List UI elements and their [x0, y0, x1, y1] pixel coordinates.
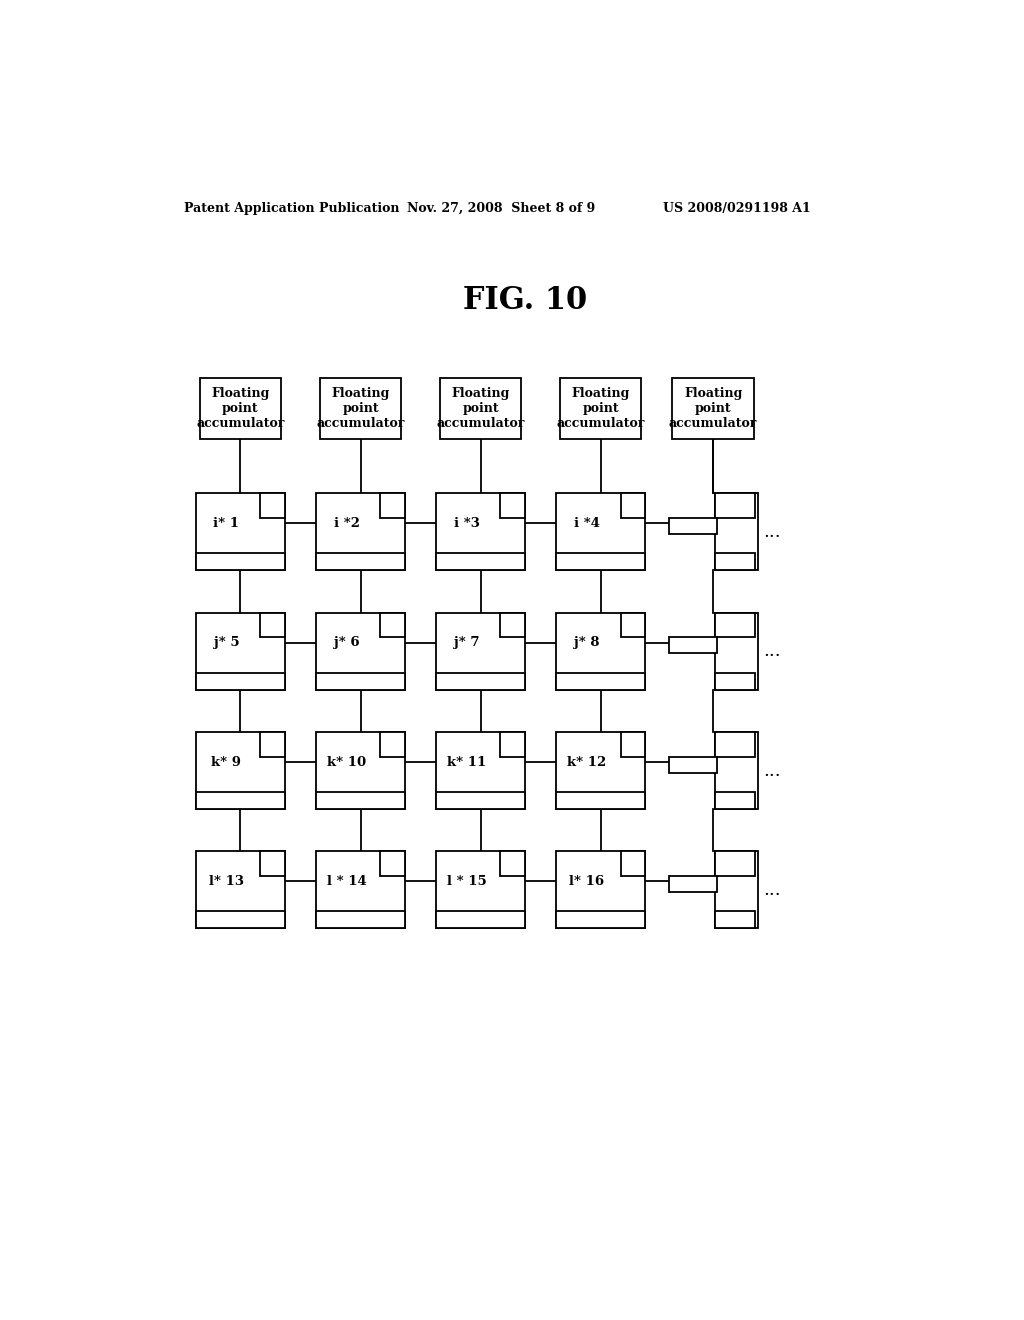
Text: l* 16: l* 16 [569, 875, 604, 888]
Bar [715, 612, 758, 689]
Bar [715, 733, 755, 756]
Bar [196, 911, 285, 928]
Bar [436, 911, 525, 928]
Bar [501, 612, 525, 638]
Text: j* 5: j* 5 [214, 636, 240, 649]
Text: Floating
point
accumulator: Floating point accumulator [669, 387, 758, 430]
Text: Patent Application Publication: Patent Application Publication [183, 202, 399, 215]
Bar [436, 792, 525, 809]
Text: US 2008/0291198 A1: US 2008/0291198 A1 [663, 202, 811, 215]
Text: Floating
point
accumulator: Floating point accumulator [197, 387, 285, 430]
Bar [715, 733, 758, 809]
Bar [715, 494, 758, 570]
Text: k* 10: k* 10 [327, 755, 367, 768]
Bar [669, 756, 717, 772]
Text: i *2: i *2 [334, 517, 359, 529]
Bar [621, 733, 645, 756]
Bar [715, 612, 755, 638]
Bar [715, 553, 755, 570]
Bar [556, 553, 645, 570]
Text: j* 6: j* 6 [334, 636, 359, 649]
Bar [715, 792, 755, 809]
Bar [436, 673, 525, 689]
Text: Floating
point
accumulator: Floating point accumulator [436, 387, 525, 430]
Bar [440, 378, 521, 440]
Bar [715, 851, 758, 928]
Bar [196, 494, 285, 570]
Bar [260, 851, 285, 876]
Bar [260, 494, 285, 517]
Bar [501, 851, 525, 876]
Bar [436, 612, 525, 689]
Bar [715, 851, 755, 876]
Text: k* 12: k* 12 [567, 755, 606, 768]
Bar [196, 553, 285, 570]
Bar [436, 733, 525, 809]
Bar [669, 517, 717, 533]
Bar [260, 733, 285, 756]
Text: i *4: i *4 [573, 517, 600, 529]
Text: l* 13: l* 13 [209, 875, 244, 888]
Bar [380, 494, 406, 517]
Text: ...: ... [764, 880, 781, 899]
Bar [436, 553, 525, 570]
Text: Nov. 27, 2008  Sheet 8 of 9: Nov. 27, 2008 Sheet 8 of 9 [407, 202, 595, 215]
Text: ...: ... [764, 643, 781, 660]
Bar [196, 673, 285, 689]
Text: k* 9: k* 9 [211, 755, 242, 768]
Bar [260, 612, 285, 638]
Text: l * 15: l * 15 [446, 875, 486, 888]
Bar [669, 876, 717, 892]
Bar [380, 733, 406, 756]
Bar [673, 378, 754, 440]
Bar [380, 612, 406, 638]
Bar [621, 612, 645, 638]
Bar [316, 553, 406, 570]
Bar [556, 911, 645, 928]
Bar [196, 612, 285, 689]
Bar [621, 851, 645, 876]
Text: j* 8: j* 8 [574, 636, 599, 649]
Text: Floating
point
accumulator: Floating point accumulator [316, 387, 404, 430]
Bar [436, 494, 525, 570]
Text: ...: ... [764, 523, 781, 541]
Bar [380, 851, 406, 876]
Bar [669, 638, 717, 653]
Bar [196, 733, 285, 809]
Bar [556, 792, 645, 809]
Bar [319, 378, 401, 440]
Text: FIG. 10: FIG. 10 [463, 285, 587, 317]
Bar [316, 851, 406, 928]
Text: i *3: i *3 [454, 517, 479, 529]
Bar [556, 673, 645, 689]
Bar [316, 612, 406, 689]
Bar [715, 673, 755, 689]
Text: Floating
point
accumulator: Floating point accumulator [557, 387, 645, 430]
Bar [196, 851, 285, 928]
Bar [556, 851, 645, 928]
Text: l * 14: l * 14 [327, 875, 367, 888]
Bar [556, 494, 645, 570]
Bar [316, 911, 406, 928]
Bar [501, 494, 525, 517]
Text: j* 7: j* 7 [454, 636, 479, 649]
Bar [316, 494, 406, 570]
Bar [556, 612, 645, 689]
Bar [501, 733, 525, 756]
Text: ...: ... [764, 762, 781, 780]
Bar [316, 733, 406, 809]
Bar [196, 792, 285, 809]
Bar [316, 673, 406, 689]
Bar [556, 733, 645, 809]
Bar [436, 851, 525, 928]
Bar [200, 378, 281, 440]
Text: k* 11: k* 11 [447, 755, 486, 768]
Bar [715, 911, 755, 928]
Text: i* 1: i* 1 [213, 517, 240, 529]
Bar [560, 378, 641, 440]
Bar [621, 494, 645, 517]
Bar [715, 494, 755, 517]
Bar [316, 792, 406, 809]
